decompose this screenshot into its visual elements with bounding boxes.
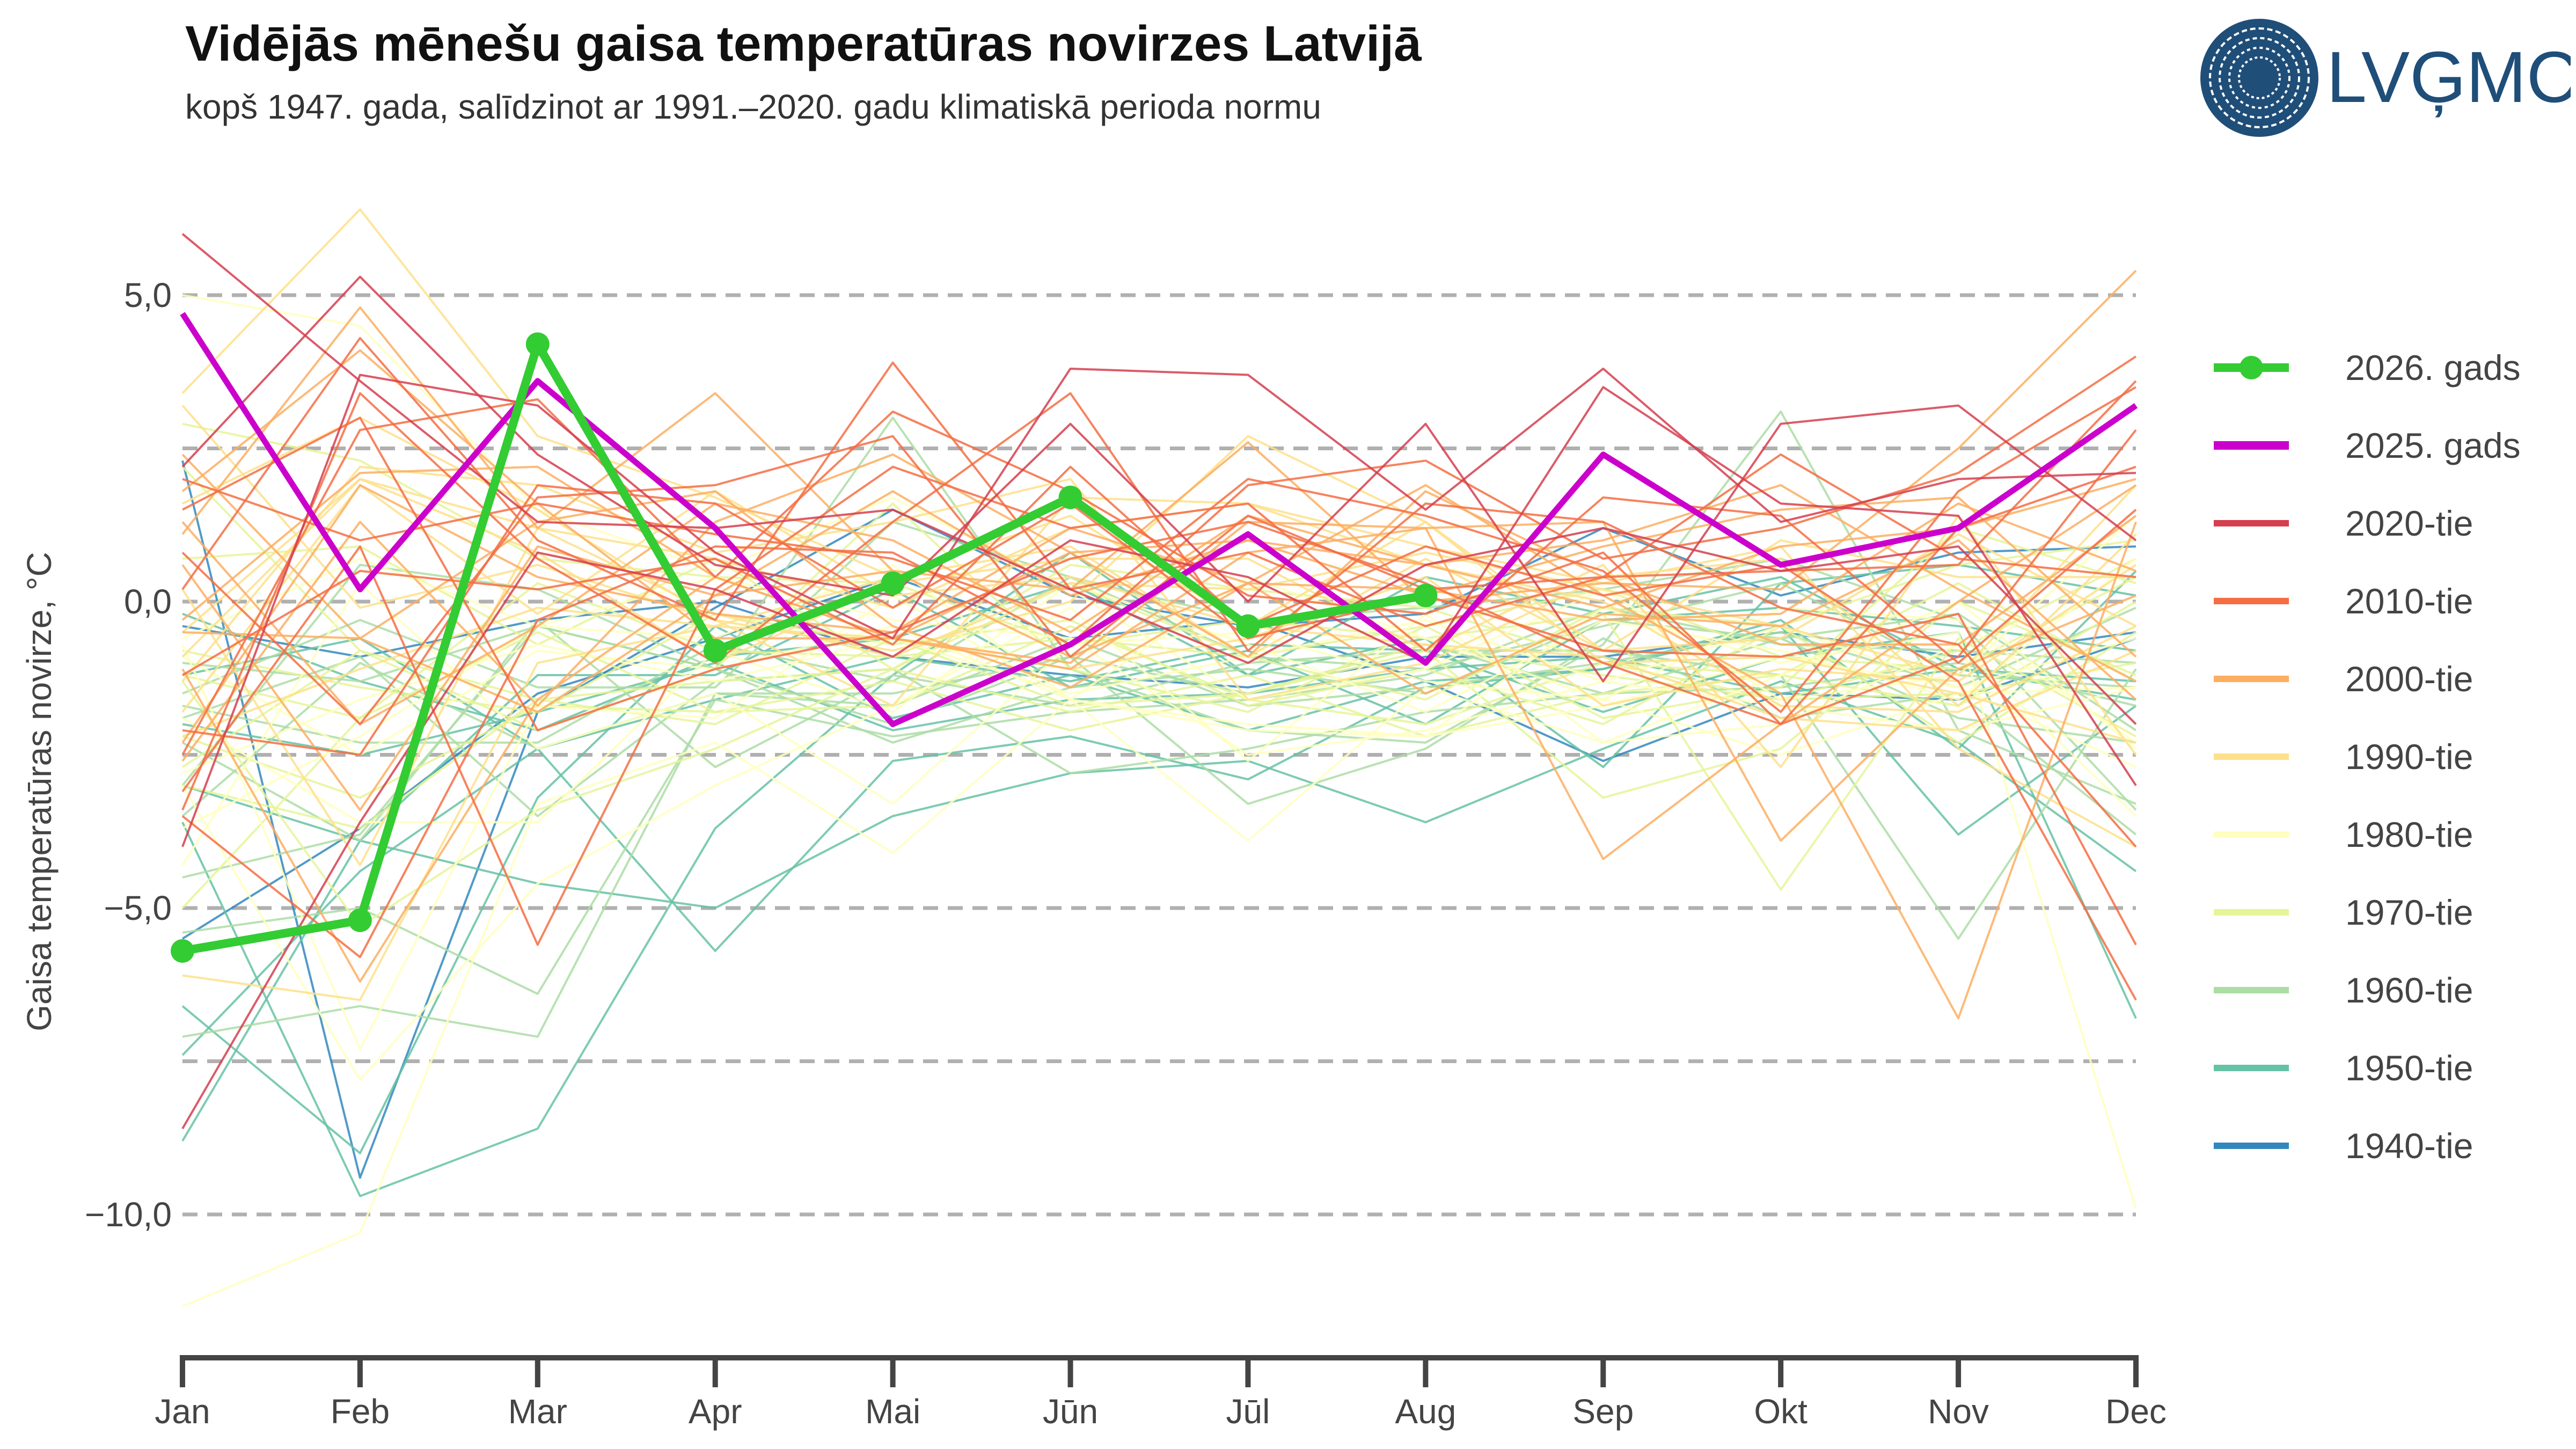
- x-tick-label: Jūl: [1226, 1392, 1270, 1431]
- legend-label: 2020-tie: [2345, 503, 2473, 543]
- legend-label: 1950-tie: [2345, 1048, 2473, 1088]
- x-tick-label: Nov: [1928, 1392, 1989, 1431]
- x-tick-label: Jan: [155, 1392, 210, 1431]
- legend-label: 1970-tie: [2345, 892, 2473, 932]
- decade-series-line: [181, 465, 2137, 946]
- legend-label: 1960-tie: [2345, 970, 2473, 1010]
- y-axis: Gaisa temperatūras novirze, °C 5,0 0,0 −5,…: [20, 276, 172, 1234]
- decade-series-line: [182, 564, 2137, 738]
- decade-series-line: [182, 386, 2137, 713]
- decade-series-line: [181, 490, 2137, 811]
- decade-series-line: [181, 336, 2137, 627]
- x-tick-label: Mai: [865, 1392, 920, 1431]
- logo-text: LVĢMC: [2326, 36, 2571, 118]
- decade-series-line: [181, 478, 2136, 726]
- x-tick-label: Mar: [508, 1392, 567, 1431]
- decade-series-line: [182, 416, 2137, 731]
- legend-label: 2026. gads: [2345, 348, 2521, 387]
- decade-series-line: [182, 490, 2136, 689]
- x-tick-label: Feb: [331, 1392, 390, 1431]
- x-tick-label: Okt: [1754, 1392, 1807, 1431]
- decade-series-line: [182, 619, 2136, 774]
- logo-emblem: [2200, 19, 2318, 137]
- legend-label: 1940-tie: [2345, 1126, 2473, 1166]
- decade-series-line: [181, 465, 2137, 1001]
- decade-series-line: [181, 606, 2136, 817]
- x-tick-label: Aug: [1395, 1392, 1456, 1431]
- y-axis-title: Gaisa temperatūras novirze, °C: [20, 552, 58, 1031]
- x-tick-label: Dec: [2105, 1392, 2167, 1431]
- legend-label: 2010-tie: [2345, 581, 2473, 621]
- data-point: [1236, 614, 1260, 638]
- y-tick-label: −10,0: [85, 1195, 172, 1234]
- decade-series-line: [182, 576, 2136, 744]
- decade-lines: [181, 208, 2137, 1308]
- decade-series-line: [181, 392, 2137, 848]
- data-point: [348, 908, 372, 932]
- x-tick-label: Sep: [1572, 1392, 1634, 1431]
- x-axis: Jan Feb Mar Apr Mai Jūn Jūl Aug Sep Okt Nov Dec: [155, 1355, 2167, 1431]
- x-tick-label: Apr: [689, 1392, 742, 1431]
- series-line: [181, 340, 1426, 955]
- decade-series-line: [181, 453, 2137, 713]
- data-point: [703, 639, 727, 663]
- decade-series-line: [182, 606, 2137, 1209]
- chart-subtitle: kopš 1947. gada, salīdzinot ar 1991.–202…: [185, 87, 1321, 126]
- data-point: [171, 939, 194, 963]
- decade-series-line: [181, 484, 2136, 744]
- decade-series-line: [181, 606, 2137, 1081]
- series-line: [180, 312, 2138, 727]
- data-point: [1058, 485, 1082, 509]
- decade-series-line: [181, 570, 2137, 1154]
- data-point: [881, 571, 905, 595]
- decade-series-line: [182, 539, 2136, 719]
- legend-label: 2000-tie: [2345, 659, 2473, 699]
- decade-series-line: [182, 416, 2136, 848]
- decade-series-line: [181, 484, 2137, 983]
- legend-label: 1980-tie: [2345, 815, 2473, 854]
- decade-series-line: [182, 558, 2137, 744]
- y-tick-label: 0,0: [124, 582, 172, 621]
- legend-label: 1990-tie: [2345, 737, 2473, 777]
- decade-series-line: [181, 405, 2136, 652]
- grid-lines: [182, 293, 2136, 1217]
- legend-marker: [2240, 356, 2263, 379]
- chart-title: Vidējās mēnešu gaisa temperatūras novirz…: [185, 16, 1422, 71]
- x-tick-label: Jūn: [1043, 1392, 1098, 1431]
- data-point: [1414, 583, 1438, 608]
- legend-label: 2025. gads: [2345, 426, 2521, 465]
- lvgmc-logo: LVĢMC: [2200, 19, 2571, 137]
- decade-series-line: [181, 368, 2136, 847]
- decade-series-line: [181, 484, 2137, 1020]
- y-tick-label: −5,0: [104, 889, 172, 927]
- decade-series-line: [181, 275, 2137, 683]
- decade-series-line: [182, 637, 2136, 817]
- decade-series-line: [181, 398, 2136, 756]
- y-tick-label: 5,0: [124, 276, 172, 314]
- data-point: [525, 332, 550, 356]
- legend: 2026. gads 2025. gads 2020-tie 2010-tie 2000…: [2214, 348, 2521, 1166]
- highlight-lines: [171, 312, 2138, 963]
- decade-series-line: [181, 233, 2137, 725]
